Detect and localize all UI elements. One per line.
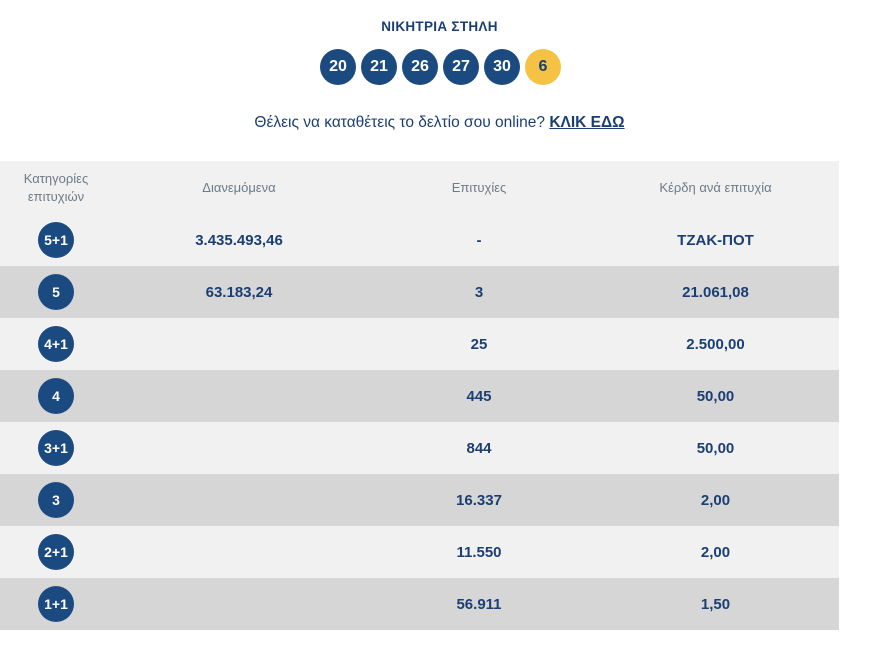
prize-value: 1,50 — [700, 595, 731, 613]
number-ball: 26 — [402, 49, 438, 85]
click-here-link[interactable]: ΚΛΙΚ ΕΔΩ — [549, 114, 625, 131]
number-ball: 21 — [361, 49, 397, 85]
prize-value: 2.500,00 — [686, 335, 745, 353]
winners-value: 445 — [466, 387, 492, 405]
category-badge: 2+1 — [38, 534, 74, 570]
winning-numbers: 20 21 26 27 30 6 — [0, 49, 879, 85]
distributed-value: 63.183,24 — [205, 283, 273, 301]
prize-table: Κατηγορίες επιτυχιών Διανεμόμενα Επιτυχί… — [0, 161, 839, 630]
number-ball: 30 — [484, 49, 520, 85]
winners-value: 844 — [466, 439, 492, 457]
prize-value: 2,00 — [700, 491, 731, 509]
category-badge: 5 — [38, 274, 74, 310]
table-row: 1+1 56.911 1,50 — [0, 578, 839, 630]
number-ball: 20 — [320, 49, 356, 85]
category-badge: 4 — [38, 378, 74, 414]
table-row: 4 445 50,00 — [0, 370, 839, 422]
table-header: Κατηγορίες επιτυχιών Διανεμόμενα Επιτυχί… — [0, 161, 839, 214]
number-ball: 27 — [443, 49, 479, 85]
header-distributed: Διανεμόμενα — [202, 179, 276, 195]
table-row: 5+1 3.435.493,46 - ΤΖΑΚ-ΠΟΤ — [0, 214, 839, 266]
prize-value: 2,00 — [700, 543, 731, 561]
table-row: 3+1 844 50,00 — [0, 422, 839, 474]
category-badge: 3+1 — [38, 430, 74, 466]
header-prize: Κέρδη ανά επιτυχία — [659, 179, 772, 195]
winners-value: 16.337 — [456, 491, 502, 509]
winners-value: 56.911 — [456, 595, 502, 613]
prize-value: 50,00 — [696, 439, 735, 457]
table-row: 2+1 11.550 2,00 — [0, 526, 839, 578]
prize-value: 21.061,08 — [682, 283, 749, 301]
category-badge: 1+1 — [38, 586, 74, 622]
cta-text: Θέλεις να καταθέτεις το δελτίο σου onlin… — [254, 114, 546, 131]
header-winners: Επιτυχίες — [451, 179, 507, 195]
table-row: 4+1 25 2.500,00 — [0, 318, 839, 370]
prize-value: ΤΖΑΚ-ΠΟΤ — [677, 231, 754, 249]
distributed-value: 3.435.493,46 — [195, 231, 283, 249]
category-badge: 5+1 — [38, 222, 74, 258]
online-ticket-prompt: Θέλεις να καταθέτεις το δελτίο σου onlin… — [0, 114, 879, 132]
header-category: Κατηγορίες επιτυχιών — [23, 170, 89, 204]
winning-column-title: ΝΙΚΗΤΡΙΑ ΣΤΗΛΗ — [381, 19, 498, 34]
category-badge: 4+1 — [38, 326, 74, 362]
winners-value: - — [476, 231, 482, 249]
winners-value: 11.550 — [456, 543, 502, 561]
joker-ball: 6 — [525, 49, 561, 85]
table-row: 3 16.337 2,00 — [0, 474, 839, 526]
category-badge: 3 — [38, 482, 74, 518]
prize-value: 50,00 — [696, 387, 735, 405]
winners-value: 3 — [474, 283, 484, 301]
winners-value: 25 — [470, 335, 488, 353]
table-row: 5 63.183,24 3 21.061,08 — [0, 266, 839, 318]
